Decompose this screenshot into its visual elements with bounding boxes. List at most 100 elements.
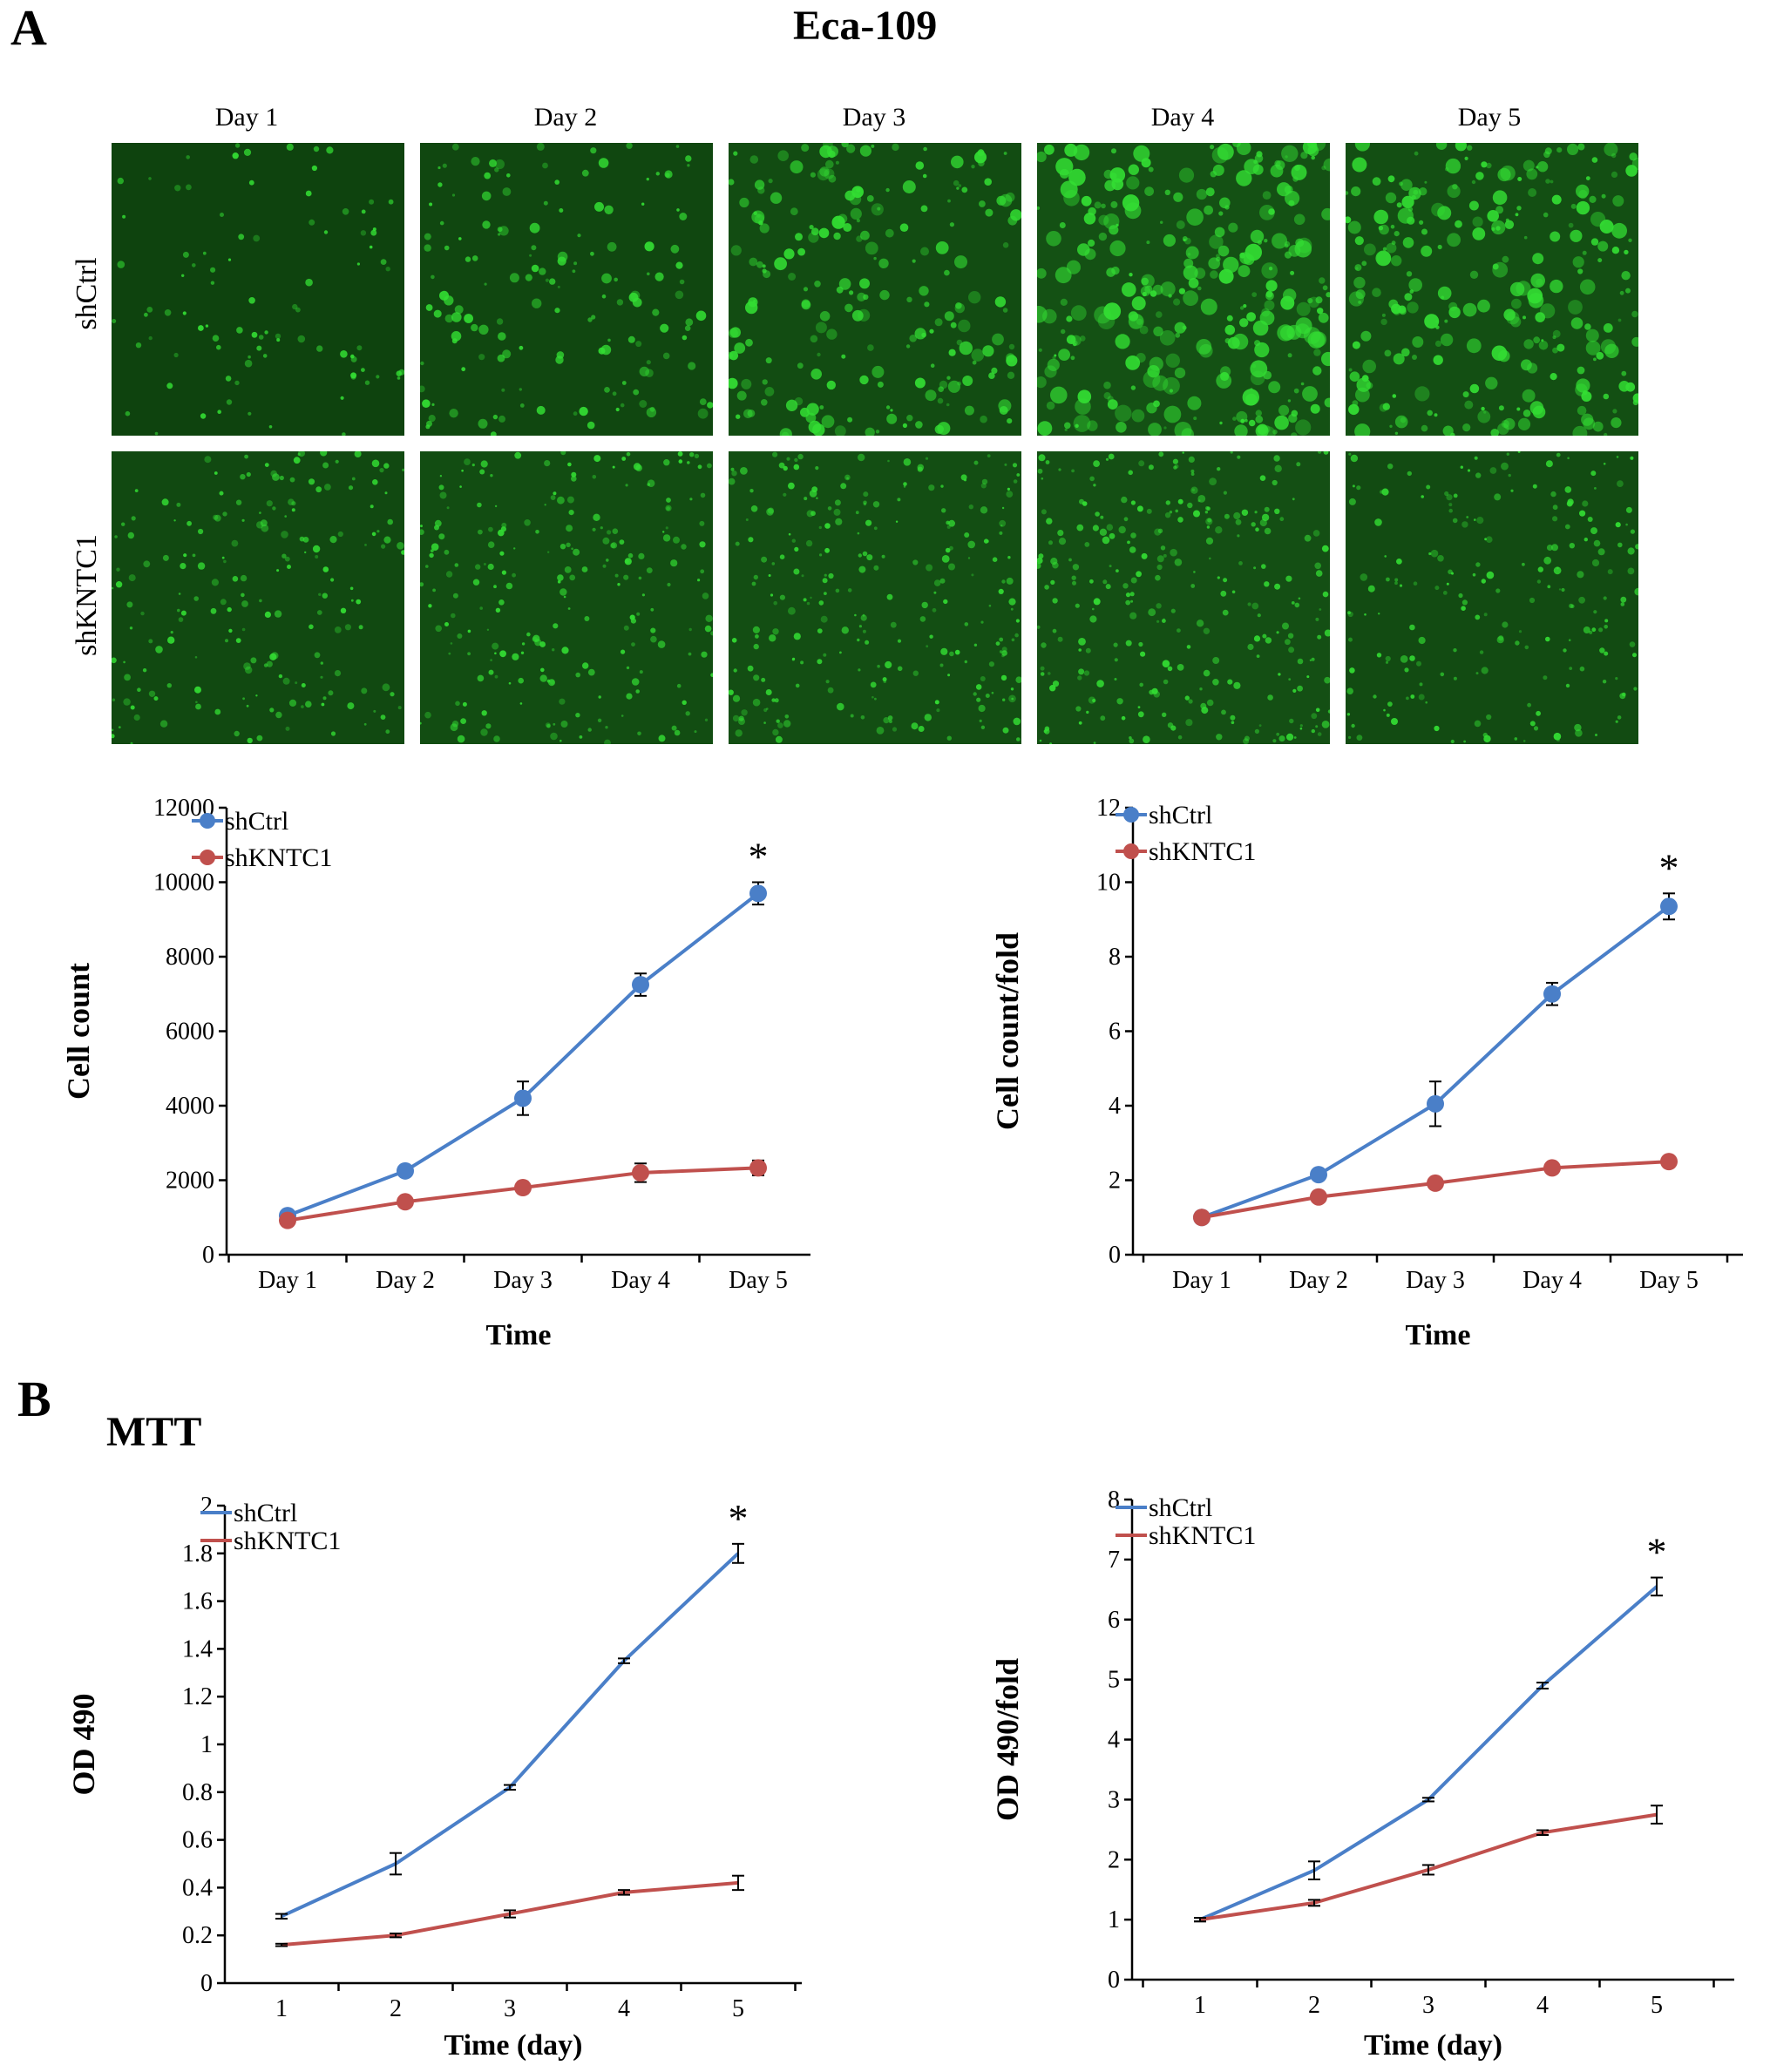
y-tick-label: 1 bbox=[200, 1731, 213, 1758]
data-point bbox=[1660, 1153, 1678, 1171]
error-bar bbox=[1651, 1805, 1663, 1825]
error-bar bbox=[618, 1657, 630, 1664]
x-axis-label: Time bbox=[1406, 1319, 1471, 1351]
y-axis-label: Cell count bbox=[61, 963, 96, 1100]
x-tick-label: Day 4 bbox=[1522, 1267, 1582, 1294]
data-point bbox=[749, 884, 767, 903]
y-tick-label: 8 bbox=[1109, 944, 1121, 971]
micrograph-shctrl-day4 bbox=[1037, 143, 1330, 436]
y-tick-label: 0 bbox=[1109, 1242, 1121, 1269]
error-bar bbox=[504, 1909, 516, 1919]
y-tick-label: 2 bbox=[1109, 1168, 1121, 1195]
error-bar bbox=[275, 1942, 288, 1947]
x-tick-label: 3 bbox=[504, 1995, 516, 2022]
y-tick-label: 5 bbox=[1108, 1667, 1120, 1694]
y-tick-label: 1.4 bbox=[182, 1635, 213, 1662]
x-tick-label: Day 1 bbox=[1172, 1267, 1231, 1294]
x-tick-label: 2 bbox=[1308, 1992, 1320, 2019]
svg-text:shCtrl: shCtrl bbox=[1149, 801, 1212, 829]
y-tick-label: 2 bbox=[1108, 1846, 1120, 1873]
legend-entry: shCtrl bbox=[200, 1499, 297, 1527]
y-tick-label: 1.8 bbox=[182, 1540, 213, 1568]
data-point bbox=[397, 1193, 414, 1211]
y-tick-label: 2 bbox=[200, 1493, 213, 1520]
svg-text:shCtrl: shCtrl bbox=[234, 1499, 297, 1527]
y-axis-label: OD 490 bbox=[66, 1694, 101, 1796]
micrograph-shkntc1-day1 bbox=[112, 451, 404, 744]
data-point bbox=[632, 1163, 649, 1182]
data-point bbox=[514, 1089, 532, 1107]
error-bar bbox=[618, 1889, 630, 1896]
chart-od490-fold: 0 1 2 3 4 5 6 7 8 1 2 3 4 5 Time (day) OD 490/fold shCtr… bbox=[990, 1486, 1734, 2062]
svg-text:shKNTC1: shKNTC1 bbox=[1149, 837, 1256, 866]
y-tick-label: 1 bbox=[1108, 1906, 1120, 1933]
series-line-shCtrl bbox=[287, 891, 760, 1217]
data-point bbox=[1310, 1166, 1327, 1184]
error-bar bbox=[1308, 1899, 1320, 1907]
error-bar bbox=[1422, 1797, 1434, 1803]
micrograph-shctrl-day3 bbox=[729, 143, 1021, 436]
legend-entry: shKNTC1 bbox=[200, 1527, 341, 1555]
error-bar bbox=[1536, 1682, 1549, 1689]
y-tick-label: 0.6 bbox=[182, 1827, 213, 1854]
svg-text:shCtrl: shCtrl bbox=[225, 807, 288, 836]
significance-marker: * bbox=[1647, 1530, 1667, 1574]
significance-marker: * bbox=[749, 835, 769, 879]
y-tick-label: 6000 bbox=[166, 1019, 214, 1046]
chart-od490: 0 0.2 0.4 0.6 0.8 1 1.2 1.4 1.6 1.8 2 1 2 3 4 5 Time (da… bbox=[66, 1493, 802, 2062]
data-point bbox=[749, 1159, 767, 1177]
error-bar bbox=[732, 1542, 744, 1564]
x-tick-label: Day 3 bbox=[1406, 1267, 1465, 1294]
x-tick-label: Day 5 bbox=[729, 1267, 788, 1294]
x-tick-label: 1 bbox=[1194, 1992, 1206, 2019]
x-axis-label: Time (day) bbox=[444, 2029, 583, 2062]
error-bar bbox=[390, 1933, 402, 1939]
legend-entry: shCtrl bbox=[1116, 801, 1212, 829]
data-point bbox=[397, 1161, 414, 1180]
data-point bbox=[279, 1211, 296, 1229]
y-tick-label: 0.2 bbox=[182, 1922, 213, 1949]
data-point bbox=[1310, 1188, 1327, 1206]
panel-a-title: Eca-109 bbox=[793, 3, 938, 49]
y-axis-label: Cell count/fold bbox=[990, 932, 1025, 1130]
day-label-3: Day 3 bbox=[842, 103, 906, 132]
svg-text:shCtrl: shCtrl bbox=[1149, 1493, 1212, 1522]
y-tick-label: 1.6 bbox=[182, 1588, 213, 1615]
y-tick-label: 0.8 bbox=[182, 1779, 213, 1806]
x-tick-label: 3 bbox=[1422, 1992, 1434, 2019]
y-tick-label: 3 bbox=[1108, 1786, 1120, 1813]
error-bar bbox=[732, 1874, 744, 1892]
series-line-shCtrl bbox=[1201, 904, 1671, 1220]
micrograph-shctrl-day5 bbox=[1346, 143, 1638, 436]
y-tick-label: 10 bbox=[1096, 870, 1121, 897]
data-point bbox=[1427, 1094, 1444, 1113]
y-tick-label: 8 bbox=[1108, 1486, 1120, 1513]
x-tick-label: 5 bbox=[732, 1995, 744, 2022]
y-tick-label: 1.2 bbox=[182, 1683, 213, 1710]
micrograph-shctrl-day2 bbox=[420, 143, 713, 436]
y-tick-label: 8000 bbox=[166, 944, 214, 971]
legend-entry: shCtrl bbox=[192, 807, 288, 836]
legend-entry: shKNTC1 bbox=[192, 843, 332, 872]
y-tick-label: 2000 bbox=[166, 1168, 214, 1195]
y-tick-label: 10000 bbox=[153, 870, 214, 897]
y-tick-label: 0.4 bbox=[182, 1874, 213, 1901]
data-point bbox=[632, 976, 649, 994]
micrograph-shkntc1-day5 bbox=[1346, 451, 1638, 744]
error-bar bbox=[1422, 1864, 1434, 1876]
error-bar bbox=[1536, 1829, 1549, 1837]
y-tick-label: 4 bbox=[1109, 1093, 1121, 1120]
x-tick-label: Day 3 bbox=[493, 1267, 553, 1294]
error-bar bbox=[504, 1784, 516, 1791]
x-tick-label: 4 bbox=[1536, 1992, 1549, 2019]
data-point bbox=[1543, 1159, 1561, 1177]
micrograph-shctrl-day1 bbox=[112, 143, 404, 436]
significance-marker: * bbox=[1659, 845, 1679, 890]
day-label-2: Day 2 bbox=[533, 103, 598, 132]
legend-entry: shCtrl bbox=[1116, 1493, 1212, 1522]
day-label-5: Day 5 bbox=[1457, 103, 1522, 132]
day-label-1: Day 1 bbox=[214, 103, 279, 132]
day-label-4: Day 4 bbox=[1150, 103, 1215, 132]
error-bar bbox=[1651, 1576, 1663, 1597]
